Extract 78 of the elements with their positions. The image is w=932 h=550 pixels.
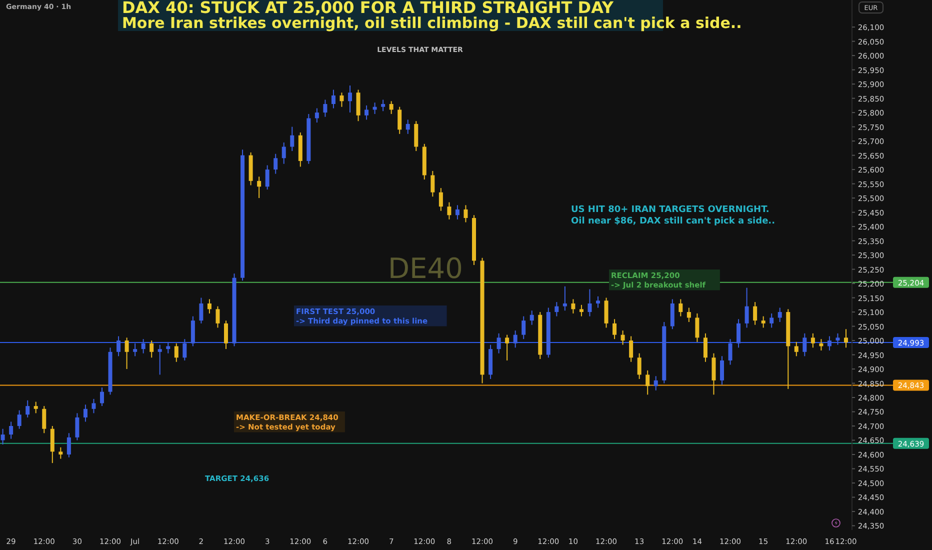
candlestick — [290, 126, 294, 152]
candlestick — [50, 425, 54, 464]
candlestick — [207, 298, 212, 314]
candlestick — [265, 164, 270, 190]
annotation: US HIT 80+ IRAN TARGETS OVERNIGHT. Oil near $86, DAX still can't pick a side.. — [571, 205, 776, 226]
candlestick — [629, 336, 634, 362]
candlestick — [314, 108, 319, 124]
candlestick — [530, 310, 534, 326]
candlestick — [199, 297, 204, 324]
candlestick — [9, 421, 14, 440]
candlestick — [150, 340, 154, 358]
candlestick — [522, 316, 526, 340]
candlestick — [447, 202, 452, 220]
candlestick — [34, 401, 38, 414]
candlestick — [331, 89, 336, 109]
candlestick — [17, 410, 22, 430]
candlestick — [571, 298, 576, 314]
candlestick — [398, 106, 402, 134]
candlestick — [438, 188, 443, 212]
candlestick — [58, 446, 63, 460]
candlestick — [678, 298, 683, 317]
candlestick — [406, 119, 410, 134]
candlestick — [579, 304, 584, 317]
candlestick — [274, 153, 278, 174]
candlestick — [753, 302, 758, 326]
candlestick — [794, 341, 798, 357]
candlestick — [224, 320, 228, 350]
candlestick — [761, 316, 766, 328]
candlestick — [554, 302, 559, 317]
candlestick — [612, 318, 617, 340]
candlestick — [364, 104, 369, 120]
candlestick — [66, 432, 71, 458]
candlestick — [124, 337, 129, 370]
chart-title: DAX 40: STUCK AT 25,000 FOR A THIRD STRAIGHT DAY — [122, 0, 614, 17]
candlestick — [588, 288, 592, 317]
candlestick — [257, 176, 262, 199]
candlestick — [92, 398, 96, 414]
candlestick — [430, 170, 435, 198]
candlestick — [720, 356, 724, 386]
candlestick — [604, 297, 608, 328]
candlestick — [348, 84, 352, 114]
candlestick — [695, 312, 700, 342]
candlestick — [620, 330, 625, 346]
candlestick — [381, 99, 386, 112]
text: More Iran strikes overnight, oil still climbing - DAX still can't pick a side.. — [122, 14, 742, 32]
candlestick — [216, 306, 220, 328]
candlestick — [414, 120, 418, 152]
candlestick — [744, 287, 749, 328]
candlestick — [810, 332, 815, 348]
candlestick — [389, 100, 394, 114]
candlestick — [455, 204, 460, 220]
candlestick — [654, 376, 658, 391]
candlestick — [596, 296, 600, 308]
candlestick — [158, 344, 162, 376]
candlestick — [356, 89, 360, 122]
candlestick — [562, 286, 567, 312]
candlestick — [778, 307, 782, 322]
candlestick — [75, 412, 80, 441]
candlestick — [0, 428, 5, 446]
candlestick — [712, 352, 716, 396]
candlestick — [703, 332, 708, 362]
candlestick — [323, 99, 328, 118]
candlestick — [174, 342, 178, 362]
candlestick — [42, 406, 46, 434]
candlestick — [505, 334, 510, 361]
candlestick — [844, 328, 848, 348]
candlestick — [637, 352, 642, 380]
annotation: DE40 — [388, 252, 463, 285]
candlestick — [464, 204, 468, 223]
candlestick — [282, 142, 286, 164]
candlestick — [770, 312, 774, 328]
candlestick — [686, 307, 691, 322]
candlestick — [646, 370, 650, 396]
candlestick — [83, 404, 88, 422]
candlestick — [670, 298, 674, 330]
candlestick — [26, 400, 30, 418]
candlestick — [340, 92, 344, 108]
candlestick — [100, 387, 104, 407]
